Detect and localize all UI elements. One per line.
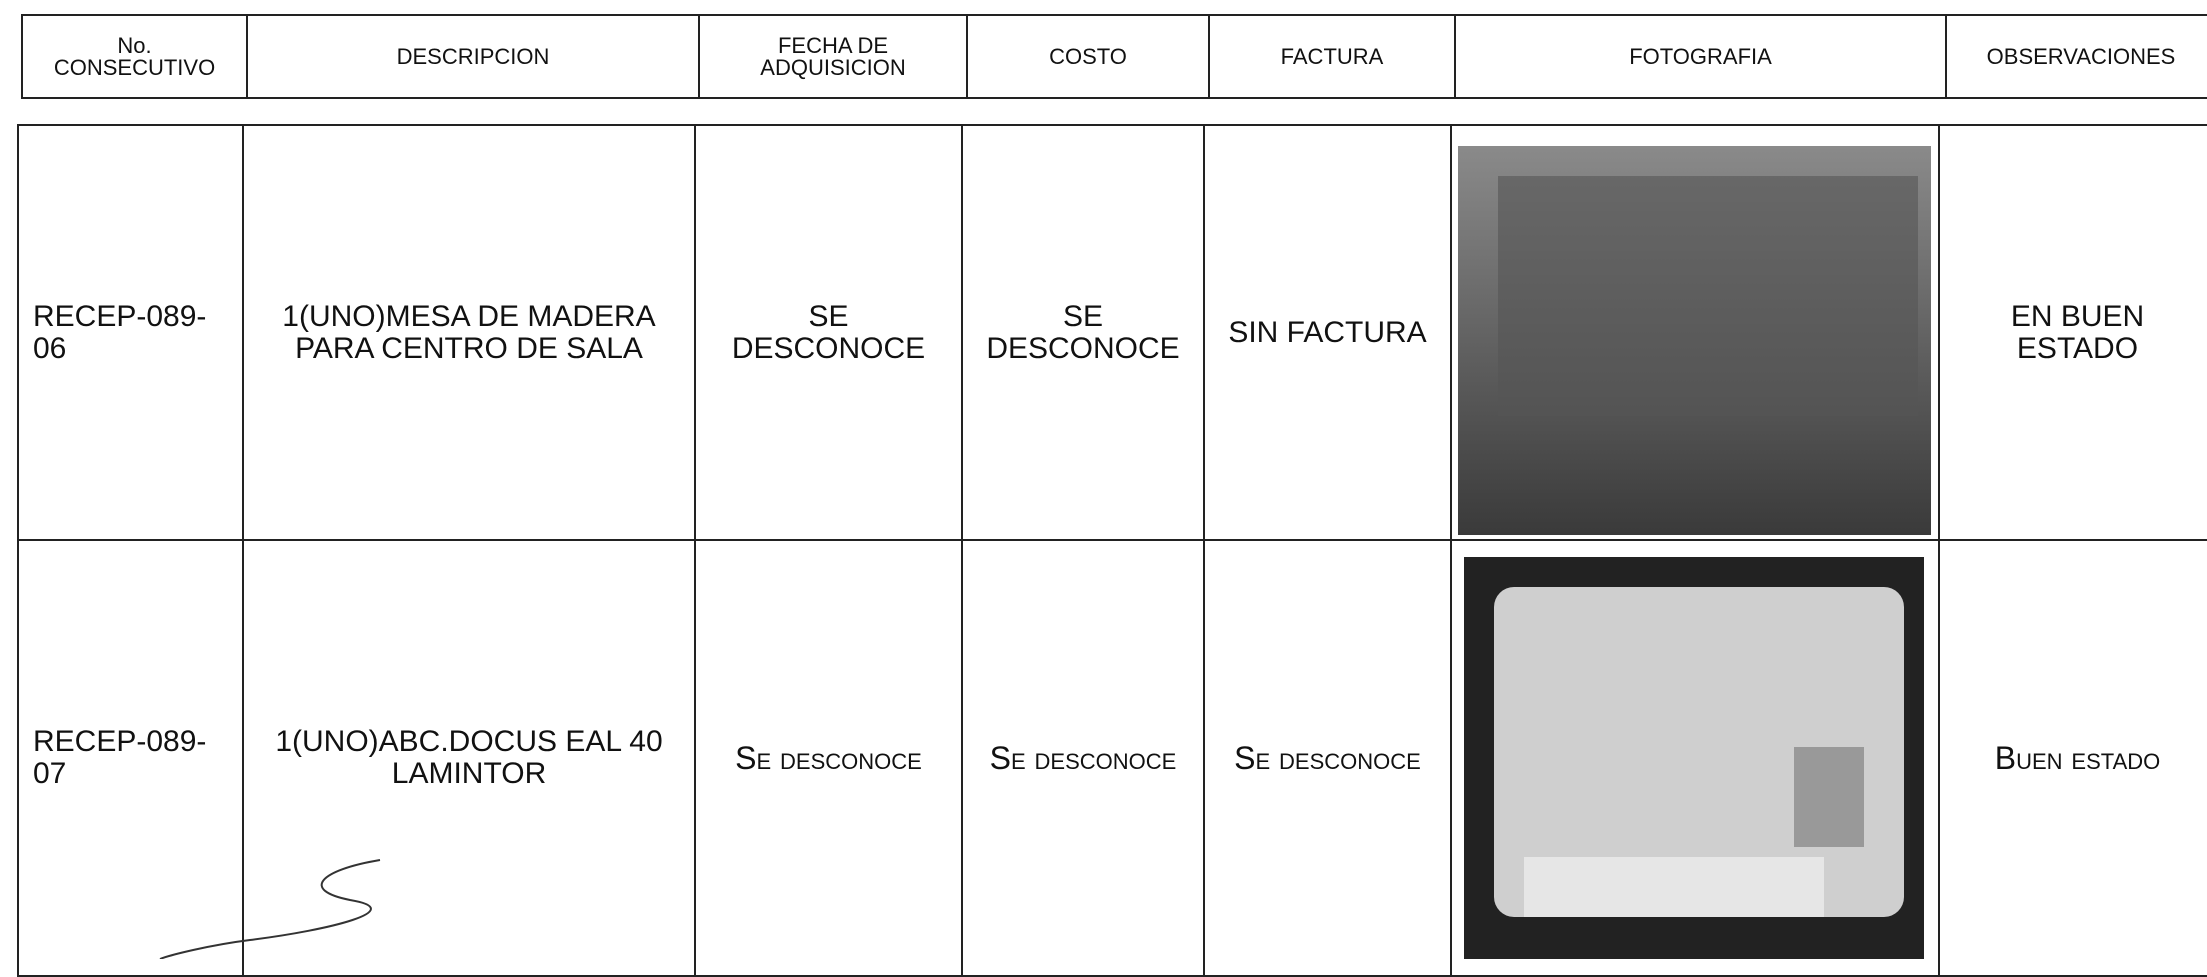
header-cell: DESCRIPCION bbox=[246, 14, 700, 99]
signature bbox=[159, 859, 381, 959]
header-cell: COSTO bbox=[966, 14, 1210, 99]
consecutivo-cell: RECEP-089-06 bbox=[17, 124, 244, 541]
descripcion-cell-text: 1(UNO)ABC.DOCUS EAL 40 LAMINTOR bbox=[275, 725, 663, 790]
observaciones-cell: Buen estado bbox=[1938, 539, 2207, 977]
factura-cell: Se desconoce bbox=[1203, 539, 1452, 977]
header-cell-text: OBSERVACIONES bbox=[1986, 43, 2176, 69]
fecha-cell: Se desconoce bbox=[694, 539, 963, 977]
costo-cell-text: SE DESCONOCE bbox=[986, 299, 1180, 365]
factura-cell: SIN FACTURA bbox=[1203, 124, 1452, 541]
header-cell: FOTOGRAFIA bbox=[1454, 14, 1947, 99]
fecha-cell-text: SE DESCONOCE bbox=[731, 299, 926, 365]
header-cell-text: FOTOGRAFIA bbox=[1629, 43, 1772, 69]
observaciones-cell-text: Buen estado bbox=[1994, 740, 2161, 776]
fecha-cell-text: Se desconoce bbox=[735, 740, 922, 776]
costo-cell: SE DESCONOCE bbox=[961, 124, 1205, 541]
costo-cell-text: Se desconoce bbox=[989, 740, 1177, 776]
photo-laminator bbox=[1464, 557, 1924, 959]
header-cell-text: FACTURA bbox=[1280, 43, 1384, 69]
factura-cell-text: Se desconoce bbox=[1234, 740, 1421, 776]
factura-cell-text: SIN FACTURA bbox=[1228, 315, 1427, 349]
header-cell: No. CONSECUTIVO bbox=[21, 14, 248, 99]
fecha-cell: SE DESCONOCE bbox=[694, 124, 963, 541]
descripcion-cell-text: 1(UNO)MESA DE MADERA PARA CENTRO DE SALA bbox=[282, 299, 656, 365]
header-cell: FECHA DE ADQUISICION bbox=[698, 14, 968, 99]
header-cell: OBSERVACIONES bbox=[1945, 14, 2207, 99]
consecutivo-cell-text: RECEP-089-07 bbox=[33, 725, 207, 790]
observaciones-cell: EN BUEN ESTADO bbox=[1938, 124, 2207, 541]
consecutivo-cell-text: RECEP-089-06 bbox=[33, 299, 207, 365]
header-cell-text: COSTO bbox=[1049, 43, 1127, 69]
header-cell-text: DESCRIPCION bbox=[396, 43, 550, 69]
header-cell: FACTURA bbox=[1208, 14, 1456, 99]
header-cell-text: No. CONSECUTIVO bbox=[53, 32, 216, 80]
costo-cell: Se desconoce bbox=[961, 539, 1205, 977]
descripcion-cell: 1(UNO)MESA DE MADERA PARA CENTRO DE SALA bbox=[242, 124, 696, 541]
header-cell-text: FECHA DE ADQUISICION bbox=[760, 32, 906, 80]
photo-table bbox=[1458, 146, 1931, 535]
observaciones-cell-text: EN BUEN ESTADO bbox=[2010, 299, 2145, 365]
